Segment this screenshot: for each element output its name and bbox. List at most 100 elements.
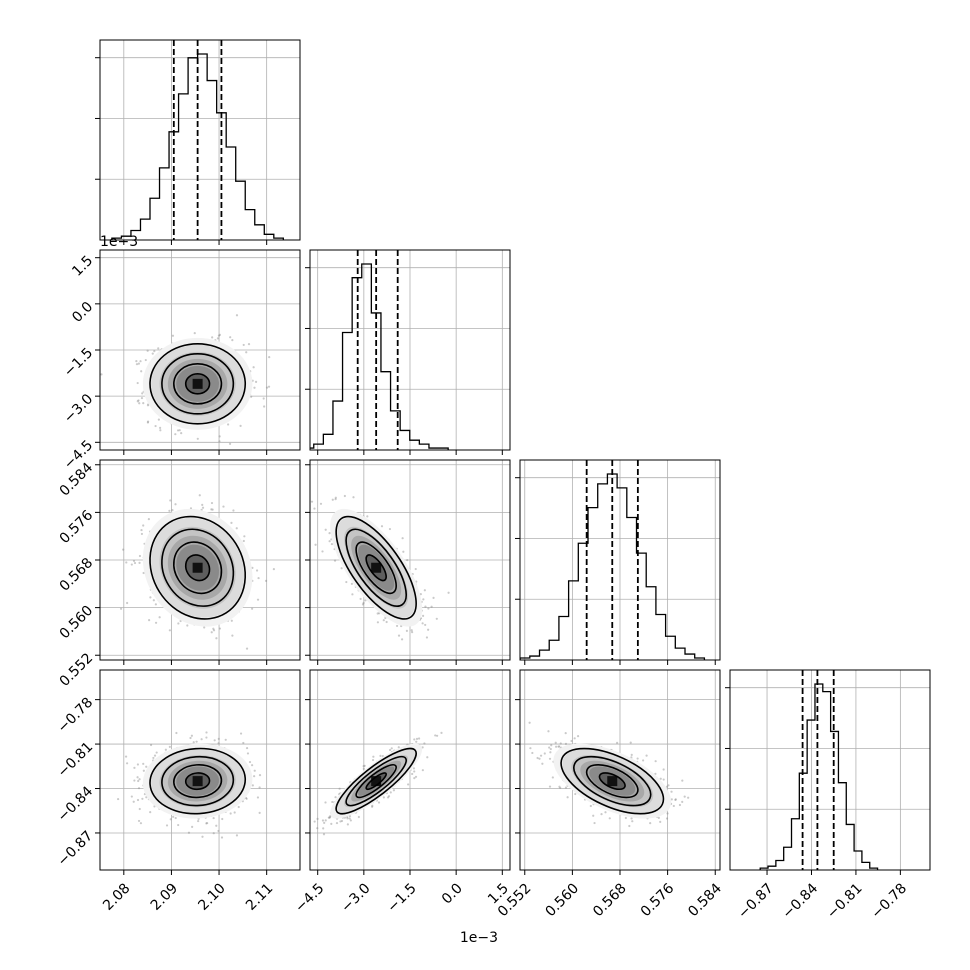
scatter-point	[319, 502, 323, 505]
scatter-point	[372, 755, 375, 758]
scatter-point	[421, 622, 424, 625]
scatter-point	[133, 779, 136, 782]
scatter-point	[340, 567, 343, 570]
scatter-point	[100, 373, 103, 376]
scatter-point	[205, 736, 208, 739]
scatter-point	[328, 540, 331, 543]
y-tick-label: −1.5	[61, 345, 96, 380]
scatter-point	[141, 797, 144, 800]
scatter-point	[426, 756, 429, 759]
scatter-point	[549, 747, 552, 751]
scatter-point	[164, 748, 167, 751]
scatter-point	[379, 754, 382, 757]
scatter-point	[142, 769, 145, 772]
scatter-point	[177, 823, 180, 827]
scatter-point	[125, 762, 129, 765]
scatter-point	[221, 817, 224, 821]
scatter-point	[210, 631, 213, 634]
scatter-point	[421, 614, 425, 617]
scatter-point	[242, 539, 245, 543]
scatter-point	[645, 754, 648, 757]
scatter-point	[321, 819, 325, 822]
scatter-point	[630, 817, 633, 820]
scatter-point	[654, 772, 657, 775]
scatter-point	[215, 824, 218, 827]
scatter-point	[440, 731, 443, 734]
density-peak	[607, 776, 618, 787]
scatter-point	[253, 769, 256, 772]
scatter-point	[573, 737, 576, 740]
scatter-point	[322, 833, 326, 836]
scatter-point	[215, 637, 218, 640]
scatter-point	[138, 402, 141, 405]
scatter-point	[670, 798, 673, 801]
scatter-point	[154, 603, 157, 606]
scatter-point	[144, 358, 147, 362]
scatter-point	[158, 616, 161, 619]
x-tick-label: −0.81	[824, 880, 866, 922]
scatter-point	[558, 785, 561, 788]
scatter-point	[425, 636, 429, 639]
y-tick-label: −3.0	[61, 391, 96, 426]
scatter-point	[132, 559, 136, 563]
scatter-point	[136, 798, 140, 802]
scatter-point	[178, 429, 181, 432]
scatter-point	[267, 385, 271, 388]
scatter-point	[659, 777, 662, 780]
scatter-point	[316, 817, 319, 820]
scatter-point	[149, 596, 152, 599]
scatter-point	[351, 593, 354, 596]
scatter-point	[548, 757, 552, 760]
scatter-point	[303, 843, 305, 845]
scatter-point	[145, 765, 148, 768]
scatter-point	[180, 432, 183, 435]
scatter-point	[371, 804, 374, 807]
scatter-point	[423, 589, 426, 592]
scatter-point	[206, 821, 209, 825]
scatter-point	[345, 580, 348, 584]
scatter-point	[239, 424, 242, 427]
scatter-point	[649, 822, 652, 825]
scatter-point	[133, 766, 136, 769]
histogram-step-0	[111, 53, 284, 240]
scatter-point	[447, 591, 450, 594]
scatter-point	[148, 619, 151, 622]
scatter-point	[262, 397, 265, 400]
scatter-point	[666, 812, 669, 815]
scatter-point	[371, 758, 375, 762]
scatter-point	[205, 731, 208, 734]
scatter-point	[130, 795, 133, 798]
scatter-panel-3-1	[303, 670, 510, 870]
scatter-panel-1-0	[100, 250, 300, 450]
scatter-point	[186, 624, 189, 627]
scatter-point	[349, 819, 352, 822]
scatter-point	[674, 798, 677, 802]
scatter-point	[593, 821, 596, 825]
histogram-panel-0	[100, 40, 300, 240]
scatter-point	[224, 738, 227, 741]
scatter-point	[557, 745, 560, 748]
scatter-point	[172, 815, 175, 818]
scatter-point	[124, 755, 128, 758]
scatter-point	[407, 783, 410, 786]
x-tick-label: −3.0	[338, 880, 373, 915]
scatter-point	[387, 795, 391, 798]
scatter-point	[335, 821, 339, 825]
scatter-point	[314, 543, 317, 546]
scatter-point	[187, 831, 191, 834]
scatter-point	[138, 554, 142, 558]
scatter-point	[411, 631, 414, 634]
scatter-point	[140, 396, 144, 400]
scatter-point	[193, 332, 196, 335]
scatter-point	[201, 503, 204, 507]
y-tick-label: 0.552	[57, 650, 97, 690]
x-tick-label: 2.10	[195, 880, 228, 913]
scatter-point	[231, 634, 234, 637]
y-tick-label: 0.568	[57, 555, 97, 595]
histogram-panel-1	[310, 250, 510, 450]
density-peak	[371, 562, 382, 573]
y-tick-label: −0.84	[55, 783, 97, 825]
scatter-point	[357, 815, 360, 819]
scatter-point	[672, 804, 675, 808]
scatter-point	[138, 807, 141, 811]
